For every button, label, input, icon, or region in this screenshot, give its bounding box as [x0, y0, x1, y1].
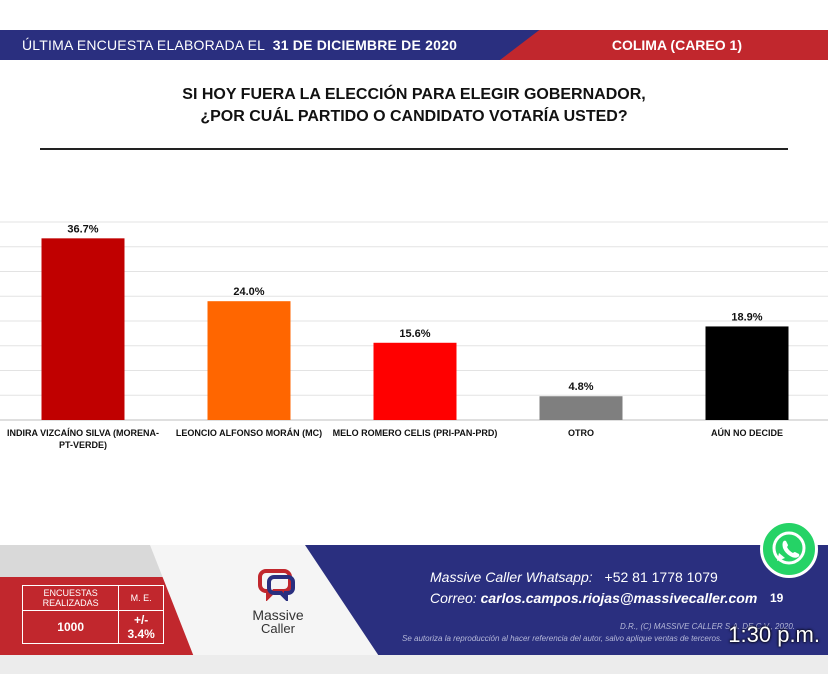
- top-band: [0, 0, 828, 30]
- header-blue-band: [0, 30, 560, 60]
- whatsapp-number: +52 81 1778 1079: [604, 569, 718, 585]
- survey-stats-table: ENCUESTAS REALIZADAS M. E. 1000 +/- 3.4%: [21, 585, 164, 644]
- brand-name-line-1: Massive: [252, 607, 304, 623]
- whatsapp-label: Massive Caller Whatsapp:: [430, 569, 593, 585]
- massive-caller-logo: Massive Caller: [238, 567, 318, 635]
- header-red-band: [500, 30, 828, 60]
- page-number: 19: [770, 591, 784, 605]
- bar: [41, 238, 125, 420]
- survey-date-label: ÚLTIMA ENCUESTA ELABORADA EL 31 DE DICIE…: [22, 37, 457, 53]
- category-label: OTRO: [568, 428, 594, 438]
- whatsapp-icon[interactable]: [760, 520, 818, 578]
- survey-date-prefix: ÚLTIMA ENCUESTA ELABORADA EL: [22, 37, 265, 53]
- brand-name-line-2: Caller: [261, 621, 295, 636]
- survey-date: 31 DE DICIEMBRE DE 2020: [272, 37, 458, 53]
- data-label: 4.8%: [568, 381, 593, 393]
- data-label: 18.9%: [731, 311, 762, 323]
- bar-chart: 36.7% INDIRA VIZCAÍNO SILVA (MORENA- PT-VE…: [0, 221, 828, 450]
- email-contact: Correo: carlos.campos.riojas@massivecall…: [430, 590, 757, 606]
- whatsapp-contact: Massive Caller Whatsapp: +52 81 1778 107…: [430, 569, 718, 585]
- data-label: 36.7%: [67, 223, 98, 235]
- reproduction-notice: Se autoriza la reproducción al hacer ref…: [402, 634, 723, 643]
- data-label: 24.0%: [233, 286, 264, 298]
- email-address: carlos.campos.riojas@massivecaller.com: [480, 590, 758, 606]
- survey-region-title: COLIMA (CAREO 1): [611, 37, 742, 53]
- stats-value-surveys: 1000: [21, 610, 120, 644]
- whatsapp-glyph-icon: [772, 531, 806, 565]
- category-label: INDIRA VIZCAÍNO SILVA (MORENA-: [7, 428, 159, 438]
- header-bar: ÚLTIMA ENCUESTA ELABORADA EL 31 DE DICIE…: [0, 30, 828, 60]
- bar: [207, 301, 291, 420]
- category-label: PT-VERDE): [59, 440, 107, 450]
- category-label: MELO ROMERO CELIS (PRI-PAN-PRD): [333, 428, 498, 438]
- footer-blue-band: [305, 545, 828, 655]
- question-line-2: ¿POR CUÁL PARTIDO O CANDIDATO VOTARÍA US…: [200, 108, 628, 125]
- question-title: SI HOY FUERA LA ELECCIÓN PARA ELEGIR GOB…: [0, 84, 828, 128]
- bottom-band: [0, 655, 828, 674]
- question-line-1: SI HOY FUERA LA ELECCIÓN PARA ELEGIR GOB…: [182, 86, 646, 103]
- status-time: 1:30 p.m.: [728, 622, 820, 647]
- stats-header-surveys: ENCUESTAS REALIZADAS: [21, 585, 120, 611]
- bar: [539, 396, 623, 420]
- footer: ENCUESTAS REALIZADAS M. E. 1000 +/- 3.4%…: [0, 545, 828, 655]
- title-divider: [40, 148, 788, 150]
- data-label: 15.6%: [399, 328, 430, 340]
- bar: [373, 342, 457, 420]
- stats-header-margin: M. E.: [118, 585, 164, 611]
- massive-caller-logo-icon: [258, 569, 295, 603]
- category-label: LEONCIO ALFONSO MORÁN (MC): [176, 428, 322, 438]
- bar: [705, 326, 789, 420]
- email-label: Correo:: [430, 590, 477, 606]
- category-label: AÚN NO DECIDE: [711, 427, 783, 438]
- stats-value-margin: +/- 3.4%: [118, 610, 164, 644]
- copyright-notice: D.R., (C) MASSIVE CALLER S.A. DE C.V., 2…: [620, 622, 796, 631]
